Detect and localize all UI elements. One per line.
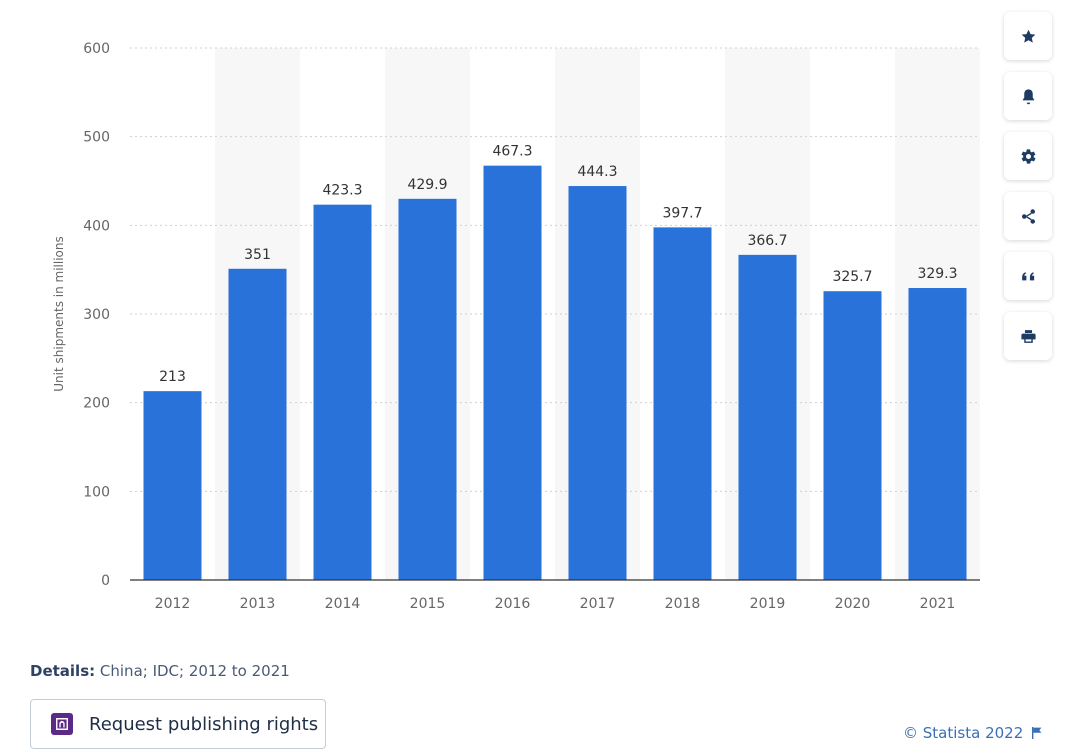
x-tick-label-2014: 2014 <box>325 596 361 612</box>
data-label-2013: 351 <box>244 247 271 263</box>
bar-2020[interactable] <box>823 291 882 580</box>
details-text: China; IDC; 2012 to 2021 <box>95 662 290 680</box>
data-label-2012: 213 <box>159 369 186 385</box>
x-tick-label-2013: 2013 <box>240 596 276 612</box>
details-label: Details: <box>30 662 96 680</box>
share-button[interactable] <box>1004 192 1052 240</box>
details-line: Details: China; IDC; 2012 to 2021 <box>30 662 290 680</box>
settings-button[interactable] <box>1004 132 1052 180</box>
bar-2021[interactable] <box>908 288 967 580</box>
bar-2013[interactable] <box>228 268 287 580</box>
copyright-text: © Statista 2022 <box>903 724 1024 742</box>
flag-icon <box>1032 727 1042 739</box>
data-label-2015: 429.9 <box>407 177 447 193</box>
bar-chart: 0 100 200 300 400 500 600 213 351 423.3 429.9 467.… <box>52 41 980 612</box>
y-tick-label: 100 <box>83 484 110 500</box>
bell-icon <box>1022 88 1034 104</box>
x-tick-label-2021: 2021 <box>920 596 956 612</box>
print-button[interactable] <box>1004 312 1052 360</box>
y-tick-label: 600 <box>83 41 110 57</box>
bar-2015[interactable] <box>398 198 457 580</box>
data-label-2019: 366.7 <box>747 233 787 249</box>
favorite-button[interactable] <box>1004 12 1052 60</box>
y-tick-label: 500 <box>83 130 110 146</box>
publishing-icon <box>51 713 73 735</box>
data-label-2020: 325.7 <box>832 269 872 285</box>
y-axis-ticks: 0 100 200 300 400 500 600 <box>83 41 110 589</box>
share-icon <box>1021 208 1035 224</box>
y-tick-label: 0 <box>101 573 110 589</box>
x-tick-label-2012: 2012 <box>155 596 191 612</box>
x-tick-label-2019: 2019 <box>750 596 786 612</box>
y-tick-label: 300 <box>83 307 110 323</box>
side-toolbar <box>1004 12 1052 372</box>
quote-icon <box>1021 271 1034 280</box>
y-tick-label: 200 <box>83 396 110 412</box>
bar-2014[interactable] <box>313 204 372 580</box>
notification-button[interactable] <box>1004 72 1052 120</box>
y-axis-title: Unit shipments in millions <box>52 236 66 391</box>
bars <box>143 165 967 581</box>
x-tick-label-2015: 2015 <box>410 596 446 612</box>
bar-2012[interactable] <box>143 391 202 580</box>
star-icon <box>1021 29 1035 43</box>
bar-2018[interactable] <box>653 227 712 580</box>
copyright-link[interactable]: © Statista 2022 <box>903 724 1042 742</box>
y-tick-label: 400 <box>83 218 110 234</box>
data-label-2014: 423.3 <box>322 183 362 199</box>
data-labels: 213 351 423.3 429.9 467.3 444.3 397.7 366.7 325.… <box>159 144 957 385</box>
data-label-2021: 329.3 <box>917 266 957 282</box>
publish-button-label: Request publishing rights <box>89 713 319 735</box>
x-tick-label-2017: 2017 <box>580 596 616 612</box>
request-publishing-rights-button[interactable]: Request publishing rights <box>30 699 326 749</box>
bar-2019[interactable] <box>738 254 797 581</box>
data-label-2018: 397.7 <box>662 205 702 221</box>
x-tick-label-2020: 2020 <box>835 596 871 612</box>
print-icon <box>1020 329 1036 343</box>
x-axis-ticks: 2012 2013 2014 2015 2016 2017 2018 2019 2020 2021 <box>155 596 956 612</box>
x-tick-label-2016: 2016 <box>495 596 531 612</box>
bar-2016[interactable] <box>483 165 542 581</box>
citation-button[interactable] <box>1004 252 1052 300</box>
data-label-2017: 444.3 <box>577 164 617 180</box>
publishing-icon-glyph <box>56 718 68 730</box>
data-label-2016: 467.3 <box>492 144 532 160</box>
x-tick-label-2018: 2018 <box>665 596 701 612</box>
bar-2017[interactable] <box>568 186 627 580</box>
gear-icon <box>1021 148 1035 164</box>
